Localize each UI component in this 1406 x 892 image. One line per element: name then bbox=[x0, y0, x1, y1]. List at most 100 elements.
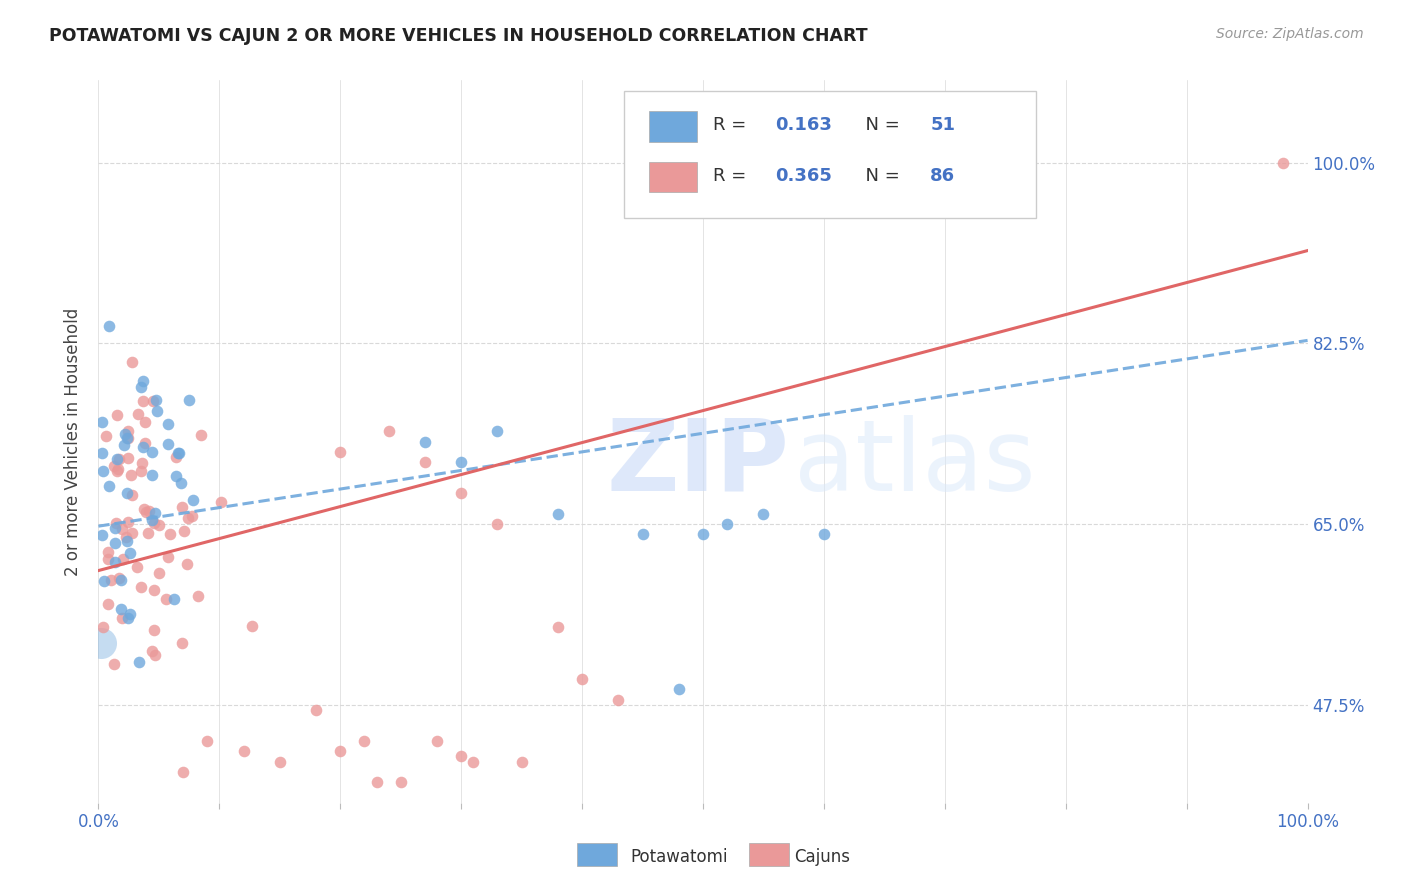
Point bbox=[117, 431, 139, 445]
Point bbox=[117, 515, 139, 529]
Point bbox=[165, 450, 187, 465]
Point bbox=[104, 521, 127, 535]
Point bbox=[111, 522, 134, 536]
Text: Source: ZipAtlas.com: Source: ZipAtlas.com bbox=[1216, 27, 1364, 41]
Point bbox=[141, 444, 163, 458]
Point bbox=[752, 507, 775, 521]
Point bbox=[115, 486, 138, 500]
Point bbox=[118, 546, 141, 560]
Point bbox=[426, 734, 449, 748]
Point bbox=[132, 501, 155, 516]
Point bbox=[170, 500, 193, 515]
Point bbox=[148, 518, 170, 533]
Text: 0.163: 0.163 bbox=[776, 116, 832, 134]
Point bbox=[450, 486, 472, 500]
Point bbox=[107, 452, 129, 467]
Point bbox=[110, 574, 132, 588]
Point bbox=[143, 648, 166, 662]
Point bbox=[107, 571, 129, 585]
Point bbox=[104, 555, 127, 569]
Point bbox=[510, 755, 533, 769]
Point bbox=[240, 619, 263, 633]
Point bbox=[571, 672, 593, 686]
Point bbox=[159, 527, 181, 541]
Point bbox=[97, 544, 120, 558]
Point bbox=[129, 580, 152, 594]
Point bbox=[90, 528, 112, 542]
Point bbox=[138, 504, 160, 518]
Point bbox=[91, 620, 114, 634]
Point bbox=[141, 513, 163, 527]
Point bbox=[93, 574, 115, 588]
Point bbox=[377, 424, 399, 438]
Point bbox=[110, 602, 132, 616]
Point bbox=[105, 464, 128, 478]
Point bbox=[107, 451, 129, 466]
Text: Potawatomi: Potawatomi bbox=[630, 848, 728, 866]
Point bbox=[111, 551, 134, 566]
Point bbox=[177, 510, 200, 524]
Text: atlas: atlas bbox=[793, 415, 1035, 512]
FancyBboxPatch shape bbox=[648, 162, 697, 193]
Point bbox=[813, 527, 835, 541]
Point bbox=[111, 611, 134, 625]
Point bbox=[607, 692, 630, 706]
Point bbox=[90, 636, 112, 650]
Point bbox=[90, 446, 112, 460]
Point bbox=[190, 427, 212, 442]
Point bbox=[143, 624, 166, 638]
Point bbox=[329, 445, 352, 459]
Point bbox=[547, 507, 569, 521]
Point bbox=[121, 488, 143, 502]
Point bbox=[166, 446, 188, 460]
FancyBboxPatch shape bbox=[648, 112, 697, 142]
Point bbox=[132, 440, 155, 454]
Point bbox=[165, 469, 187, 483]
Point bbox=[121, 525, 143, 540]
Point bbox=[131, 375, 153, 389]
Point bbox=[187, 589, 209, 603]
Text: 86: 86 bbox=[931, 167, 956, 185]
Text: R =: R = bbox=[713, 167, 752, 185]
Point bbox=[1272, 156, 1295, 170]
Point bbox=[173, 524, 195, 538]
Point bbox=[105, 516, 128, 530]
Text: 51: 51 bbox=[931, 116, 955, 134]
Point bbox=[146, 404, 169, 418]
Point bbox=[104, 535, 127, 549]
Point bbox=[143, 506, 166, 520]
Point bbox=[117, 611, 139, 625]
Point bbox=[463, 755, 485, 769]
Point bbox=[134, 415, 156, 429]
FancyBboxPatch shape bbox=[624, 91, 1035, 218]
Point bbox=[167, 446, 190, 460]
Point bbox=[172, 764, 194, 779]
Point bbox=[142, 394, 165, 409]
Point bbox=[103, 459, 125, 474]
FancyBboxPatch shape bbox=[578, 843, 617, 866]
Point bbox=[169, 476, 191, 491]
Point bbox=[132, 394, 155, 409]
Point bbox=[547, 620, 569, 634]
Text: Cajuns: Cajuns bbox=[793, 848, 849, 866]
Point bbox=[873, 186, 896, 201]
Point bbox=[413, 455, 436, 469]
Point bbox=[141, 467, 163, 482]
Point bbox=[142, 516, 165, 531]
Point bbox=[120, 607, 142, 621]
Y-axis label: 2 or more Vehicles in Household: 2 or more Vehicles in Household bbox=[65, 308, 83, 575]
Point bbox=[142, 583, 165, 598]
Point bbox=[131, 456, 153, 470]
Point bbox=[97, 319, 120, 334]
Point bbox=[155, 591, 177, 606]
Point bbox=[176, 558, 198, 572]
Point bbox=[121, 355, 143, 369]
Point bbox=[148, 566, 170, 580]
Point bbox=[195, 734, 218, 748]
Point bbox=[305, 703, 328, 717]
Point bbox=[486, 517, 509, 532]
Point bbox=[128, 656, 150, 670]
Point bbox=[389, 775, 412, 789]
Point bbox=[413, 434, 436, 449]
Point bbox=[97, 597, 120, 611]
